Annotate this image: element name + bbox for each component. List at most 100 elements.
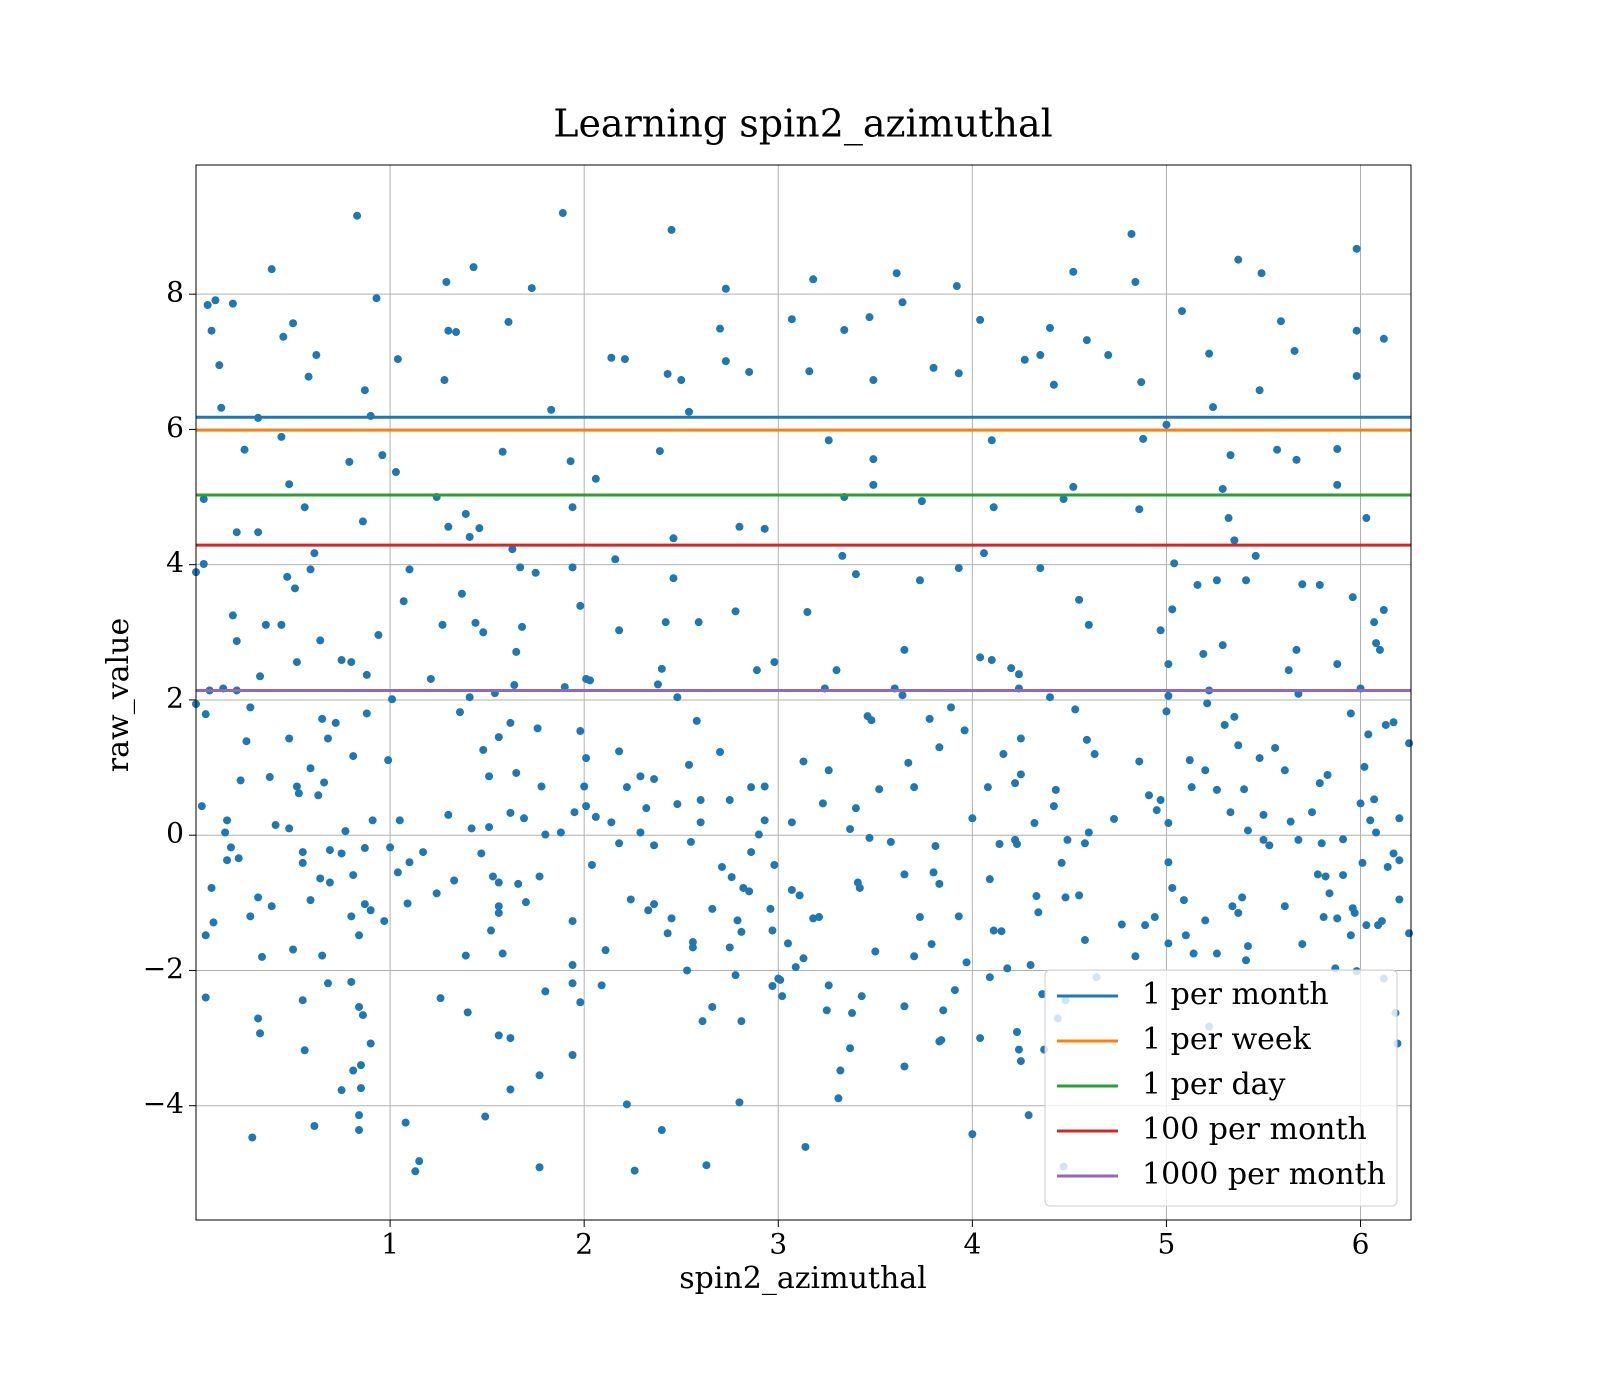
scatter-point xyxy=(985,973,994,982)
scatter-point xyxy=(1049,802,1058,811)
scatter-point xyxy=(702,1161,711,1170)
scatter-point xyxy=(356,1084,365,1093)
scatter-point xyxy=(461,951,470,960)
scatter-point xyxy=(1352,244,1361,253)
scatter-point xyxy=(869,376,878,385)
scatter-point xyxy=(432,889,441,898)
scatter-point xyxy=(465,532,474,541)
scatter-point xyxy=(1240,785,1249,794)
scatter-point xyxy=(1057,858,1066,867)
scatter-point xyxy=(1280,766,1289,775)
scatter-point xyxy=(1201,916,1210,925)
scatter-point xyxy=(568,503,577,512)
scatter-point xyxy=(1150,913,1159,922)
scatter-point xyxy=(1360,762,1369,771)
scatter-point xyxy=(952,282,961,291)
scatter-point xyxy=(915,576,924,585)
scatter-point xyxy=(795,891,804,900)
scatter-point xyxy=(209,918,218,927)
scatter-point xyxy=(787,315,796,324)
scatter-point xyxy=(855,883,864,892)
scatter-point xyxy=(745,367,754,376)
scatter-point xyxy=(692,716,701,725)
scatter-point xyxy=(1156,626,1165,635)
scatter-point xyxy=(292,782,301,791)
scatter-point xyxy=(1228,902,1237,911)
scatter-point xyxy=(960,726,969,735)
scatter-point xyxy=(391,468,400,477)
scatter-point xyxy=(246,912,255,921)
scatter-point xyxy=(622,783,631,792)
scatter-point xyxy=(1226,451,1235,460)
scatter-point xyxy=(1177,307,1186,316)
scatter-point xyxy=(1061,893,1070,902)
scatter-point xyxy=(349,871,358,880)
scatter-point xyxy=(368,816,377,825)
scatter-point xyxy=(246,703,255,712)
scatter-point xyxy=(465,693,474,702)
scatter-point xyxy=(254,893,263,902)
scatter-point xyxy=(426,674,435,683)
scatter-point xyxy=(395,816,404,825)
scatter-point xyxy=(1185,756,1194,765)
scatter-point xyxy=(323,734,332,743)
y-tick-label: 4 xyxy=(166,546,184,579)
scatter-point xyxy=(925,714,934,723)
scatter-point xyxy=(636,828,645,837)
scatter-point xyxy=(355,1111,364,1120)
scatter-point xyxy=(929,868,938,877)
scatter-point xyxy=(1242,956,1251,965)
scatter-point xyxy=(904,758,913,767)
scatter-point xyxy=(568,917,577,926)
scatter-point xyxy=(306,896,315,905)
scatter-point xyxy=(1315,779,1324,788)
scatter-point xyxy=(353,211,362,220)
scatter-point xyxy=(438,620,447,629)
scatter-point xyxy=(840,326,849,335)
scatter-point xyxy=(461,509,470,518)
scatter-point xyxy=(650,775,659,784)
scatter-point xyxy=(1012,839,1021,848)
scatter-point xyxy=(976,1034,985,1043)
scatter-point xyxy=(663,369,672,378)
scatter-point xyxy=(1317,839,1326,848)
scatter-point xyxy=(582,802,591,811)
scatter-point xyxy=(1315,580,1324,589)
scatter-point xyxy=(1323,771,1332,780)
scatter-point xyxy=(655,447,664,456)
x-tick-label: 5 xyxy=(1158,1228,1176,1261)
scatter-point xyxy=(285,480,294,489)
scatter-point xyxy=(1257,269,1266,278)
scatter-point xyxy=(1193,580,1202,589)
scatter-point xyxy=(980,549,989,558)
scatter-point xyxy=(733,916,742,925)
scatter-point xyxy=(316,874,325,883)
scatter-point xyxy=(1164,691,1173,700)
scatter-point xyxy=(900,645,909,654)
scatter-point xyxy=(1168,883,1177,892)
scatter-point xyxy=(1333,445,1342,454)
scatter-point xyxy=(935,743,944,752)
scatter-point xyxy=(494,908,503,917)
scatter-point xyxy=(818,799,827,808)
scatter-point xyxy=(265,773,274,782)
scatter-point xyxy=(650,841,659,850)
scatter-point xyxy=(403,899,412,908)
scatter-point xyxy=(824,766,833,775)
scatter-point xyxy=(285,734,294,743)
scatter-point xyxy=(663,929,672,938)
scatter-point xyxy=(479,745,488,754)
scatter-point xyxy=(201,931,210,940)
scatter-point xyxy=(366,906,375,915)
scatter-point xyxy=(661,618,670,627)
scatter-point xyxy=(1203,699,1212,708)
scatter-point xyxy=(1356,799,1365,808)
scatter-point xyxy=(310,549,319,558)
scatter-point xyxy=(917,497,926,506)
scatter-point xyxy=(1238,893,1247,902)
scatter-point xyxy=(1170,559,1179,568)
scatter-point xyxy=(240,445,249,454)
x-tick-label: 4 xyxy=(963,1228,981,1261)
scatter-point xyxy=(366,1039,375,1048)
scatter-point xyxy=(1135,505,1144,514)
